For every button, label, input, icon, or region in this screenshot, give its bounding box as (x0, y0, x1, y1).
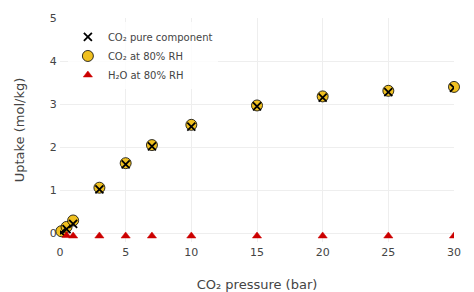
svg-text:15: 15 (250, 246, 264, 259)
svg-text:CO₂ pure component: CO₂ pure component (108, 32, 213, 43)
svg-text:2: 2 (50, 141, 57, 154)
svg-text:0: 0 (57, 246, 64, 259)
svg-text:25: 25 (381, 246, 395, 259)
svg-text:CO₂ at 80% RH: CO₂ at 80% RH (108, 51, 183, 62)
svg-text:Uptake (mol/kg): Uptake (mol/kg) (12, 78, 27, 183)
svg-text:CO₂ pressure (bar): CO₂ pressure (bar) (197, 277, 318, 292)
svg-text:5: 5 (122, 246, 129, 259)
svg-text:10: 10 (184, 246, 198, 259)
svg-text:4: 4 (50, 55, 57, 68)
svg-text:3: 3 (50, 98, 57, 111)
svg-text:20: 20 (316, 246, 330, 259)
svg-text:0: 0 (50, 227, 57, 240)
svg-text:5: 5 (50, 12, 57, 25)
svg-text:30: 30 (447, 246, 461, 259)
svg-text:1: 1 (50, 184, 57, 197)
svg-text:H₂O at 80% RH: H₂O at 80% RH (108, 70, 184, 81)
